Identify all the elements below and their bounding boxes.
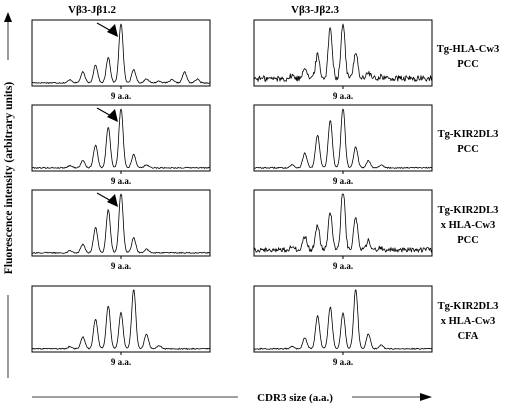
tick-label: 9 a.a. — [333, 176, 353, 186]
row-label-3: Tg-KIR2DL3 x HLA-Cw3 PCC — [438, 205, 499, 246]
panel-frame — [253, 285, 433, 353]
panel-r3-c1: 9 a.a. — [31, 189, 211, 271]
panel-r4-c1: 9 a.a. — [31, 285, 211, 367]
x-axis-arrowhead — [420, 393, 432, 401]
trace-line — [253, 193, 433, 253]
panels: 9 a.a. 9 a.a. 9 a.a. 9 a.a. 9 a.a. 9 a.a. 9 a.… — [31, 19, 433, 367]
trace-line — [253, 289, 433, 350]
panel-frame — [31, 189, 211, 257]
row-label-2: Tg-KIR2DL3 PCC — [438, 129, 499, 155]
tick-label: 9 a.a. — [111, 176, 131, 186]
arrow-annotation — [96, 192, 118, 207]
arrow-annotation — [96, 22, 118, 37]
tick-label: 9 a.a. — [111, 91, 131, 101]
trace-line — [31, 108, 211, 169]
peak-point — [303, 65, 306, 68]
trace-line — [254, 108, 433, 169]
panel-r1-c2: 9 a.a. — [253, 19, 433, 101]
tick-label: 9 a.a. — [333, 91, 353, 101]
y-axis-label: Fluorescence intensity (arbitrary units) — [3, 82, 15, 275]
tick-label: 9 a.a. — [333, 357, 353, 367]
peak-point — [354, 50, 357, 53]
panel-r4-c2: 9 a.a. — [253, 285, 433, 367]
tick-label: 9 a.a. — [111, 357, 131, 367]
panel-r1-c1: 9 a.a. — [31, 19, 211, 101]
panel-r2-c1: 9 a.a. — [31, 104, 211, 186]
y-axis-label-group: Fluorescence intensity (arbitrary units) — [3, 12, 15, 378]
panel-r2-c2: 9 a.a. — [253, 104, 433, 186]
trace-line — [31, 193, 211, 254]
column-title-1: Vβ3-Jβ1.2 — [68, 4, 116, 16]
panel-frame — [253, 19, 433, 87]
x-axis-label: CDR3 size (a.a.) — [257, 392, 333, 404]
trace-line — [31, 289, 211, 350]
y-axis-arrowhead — [4, 12, 12, 22]
row-labels: Tg-HLA-Cw3 PCC Tg-KIR2DL3 PCC Tg-KIR2DL3 x HL… — [437, 44, 499, 342]
panel-frame — [31, 19, 211, 87]
panel-frame — [31, 104, 211, 172]
column-titles: Vβ3-Jβ1.2 Vβ3-Jβ2.3 — [68, 4, 339, 16]
x-axis-label-group: CDR3 size (a.a.) — [32, 392, 432, 404]
panel-frame — [253, 189, 433, 257]
panel-frame — [253, 104, 433, 172]
arrow-annotation — [96, 107, 118, 122]
tick-label: 9 a.a. — [111, 261, 131, 271]
tick-label: 9 a.a. — [333, 261, 353, 271]
panel-r3-c2: 9 a.a. — [253, 189, 433, 271]
row-label-1: Tg-HLA-Cw3 PCC — [437, 44, 499, 70]
row-label-4: Tg-KIR2DL3 x HLA-Cw3 CFA — [438, 301, 499, 342]
column-title-2: Vβ3-Jβ2.3 — [291, 4, 339, 16]
trace-line — [253, 23, 433, 82]
panel-frame — [31, 285, 211, 353]
trace-line — [31, 23, 211, 84]
